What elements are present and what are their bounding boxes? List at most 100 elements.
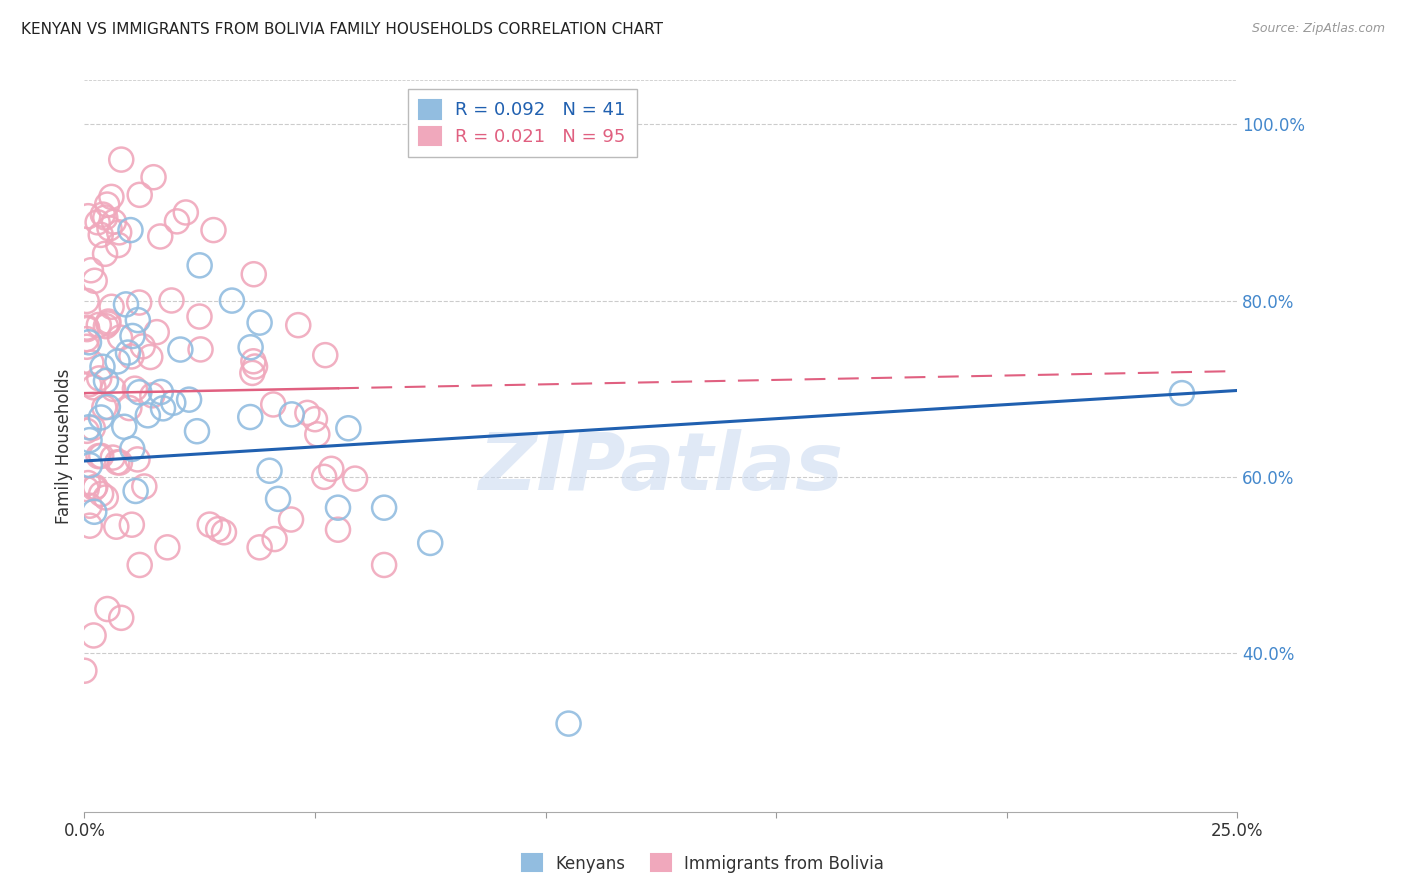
Text: Source: ZipAtlas.com: Source: ZipAtlas.com [1251,22,1385,36]
Point [82,380,104,394]
Point [186,424,208,438]
Point [326,500,349,515]
Point [169,343,191,357]
Point [198,517,221,532]
Point [87,318,110,332]
Point [134,479,156,493]
Point [1171,386,1194,401]
Point [314,470,336,484]
Point [243,359,266,374]
Point [249,316,271,330]
Point [90,449,112,463]
Point [80,263,103,277]
Point [190,343,212,357]
Point [239,340,262,354]
Point [103,215,125,229]
Point [83,628,105,642]
Point [76,293,98,308]
Point [83,274,105,288]
Point [174,205,197,219]
Point [83,505,105,519]
Point [76,320,98,334]
Point [93,401,115,415]
Point [124,382,146,396]
Point [128,385,150,400]
Point [84,480,107,494]
Point [86,215,108,229]
Point [419,536,441,550]
Point [373,500,395,515]
Point [166,214,188,228]
Point [87,449,110,463]
Point [212,525,235,540]
Point [118,401,141,415]
Point [145,325,167,339]
Point [337,421,360,435]
Point [314,348,336,362]
Point [121,329,143,343]
Point [207,522,229,536]
Point [91,359,114,374]
Point [107,354,129,368]
Point [280,512,302,526]
Point [100,190,122,204]
Point [128,295,150,310]
Point [136,409,159,423]
Point [139,350,162,364]
Point [77,476,100,491]
Point [105,519,128,533]
Point [121,442,143,456]
Point [94,319,117,334]
Point [110,611,132,625]
Point [90,227,112,242]
Point [304,412,326,426]
Point [156,541,179,555]
Point [160,293,183,308]
Point [267,491,290,506]
Point [107,238,129,252]
Point [94,211,117,225]
Point [91,208,114,222]
Text: ZIPatlas: ZIPatlas [478,429,844,507]
Point [242,354,264,368]
Point [103,382,125,396]
Point [77,335,100,350]
Point [142,170,165,185]
Point [242,267,264,281]
Point [152,401,174,416]
Point [202,223,225,237]
Point [108,456,131,470]
Point [90,410,112,425]
Point [115,297,138,311]
Point [127,452,149,467]
Point [101,450,124,465]
Point [263,532,285,546]
Point [89,371,111,385]
Point [94,491,117,505]
Point [77,420,100,434]
Point [127,313,149,327]
Point [321,462,343,476]
Point [83,481,105,495]
Point [287,318,309,333]
Point [121,517,143,532]
Point [80,356,103,370]
Legend: Kenyans, Immigrants from Bolivia: Kenyans, Immigrants from Bolivia [516,847,890,880]
Point [110,153,132,167]
Point [131,339,153,353]
Point [141,388,163,402]
Point [120,223,142,237]
Point [100,300,122,314]
Point [79,433,101,447]
Point [149,384,172,399]
Point [281,408,304,422]
Point [76,482,98,496]
Point [557,716,579,731]
Point [326,523,349,537]
Point [76,332,98,346]
Point [128,558,150,572]
Point [108,330,131,344]
Point [79,458,101,472]
Point [79,518,101,533]
Point [188,310,211,324]
